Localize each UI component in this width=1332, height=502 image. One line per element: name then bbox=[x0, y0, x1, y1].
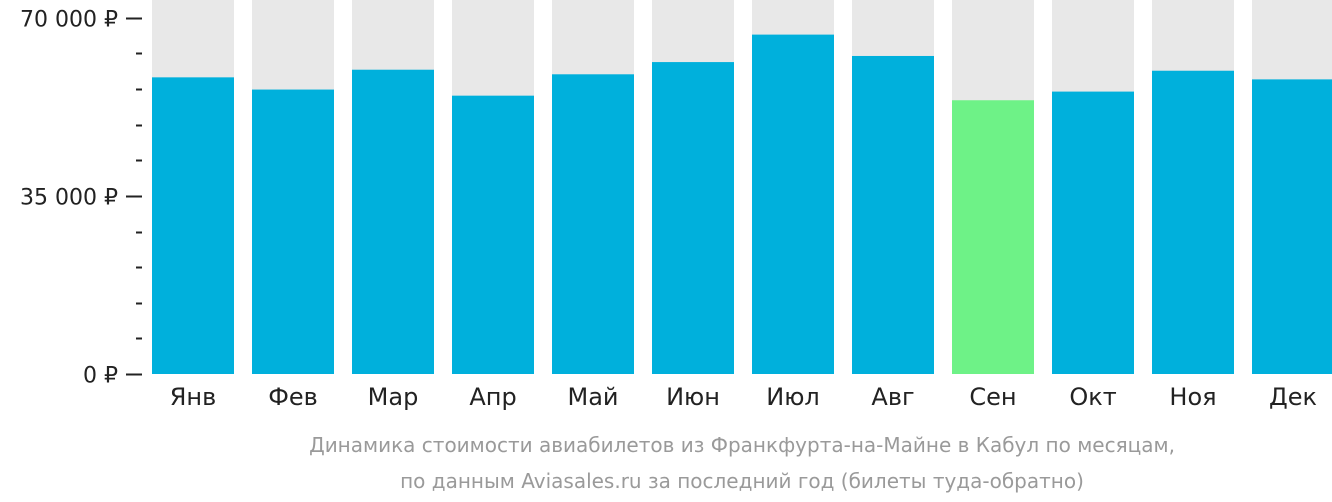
chart-subtitle: по данным Aviasales.ru за последний год … bbox=[400, 469, 1084, 493]
x-axis-labels: Янв Фев Мар Апр Май Июн Июл Авг Сен Окт Ноя Дек bbox=[170, 383, 1317, 411]
bar-12[interactable] bbox=[1252, 79, 1332, 375]
bar-2[interactable] bbox=[252, 89, 334, 375]
bar-8[interactable] bbox=[852, 55, 934, 375]
x-tick-label: Сен bbox=[969, 383, 1016, 411]
x-tick-label: Апр bbox=[469, 383, 516, 411]
bar-5[interactable] bbox=[552, 74, 634, 375]
y-tick-label: 0 ₽ bbox=[83, 364, 118, 389]
data-bars bbox=[152, 34, 1332, 375]
chart-title: Динамика стоимости авиабилетов из Франкф… bbox=[309, 433, 1175, 457]
bar-3[interactable] bbox=[352, 69, 434, 375]
bar-6[interactable] bbox=[652, 62, 734, 374]
y-tick-label: 35 000 ₽ bbox=[20, 186, 118, 211]
y-tick-label: 70 000 ₽ bbox=[20, 8, 118, 33]
x-tick-label: Янв bbox=[170, 383, 217, 411]
x-tick-label: Окт bbox=[1069, 383, 1116, 411]
y-axis: 0 ₽ 35 000 ₽ 70 000 ₽ bbox=[20, 8, 142, 389]
x-tick-label: Май bbox=[567, 383, 618, 411]
bar-4[interactable] bbox=[452, 95, 534, 374]
x-tick-label: Авг bbox=[871, 383, 914, 411]
x-tick-label: Дек bbox=[1269, 383, 1317, 411]
x-tick-label: Мар bbox=[368, 383, 419, 411]
bar-7[interactable] bbox=[752, 34, 834, 375]
bar-10[interactable] bbox=[1052, 91, 1134, 375]
bar-1[interactable] bbox=[152, 77, 234, 375]
bar-9[interactable] bbox=[952, 100, 1034, 374]
x-tick-label: Фев bbox=[268, 383, 318, 411]
x-tick-label: Ноя bbox=[1169, 383, 1216, 411]
x-tick-label: Июн bbox=[666, 383, 720, 411]
x-tick-label: Июл bbox=[766, 383, 820, 411]
bar-11[interactable] bbox=[1152, 70, 1234, 374]
